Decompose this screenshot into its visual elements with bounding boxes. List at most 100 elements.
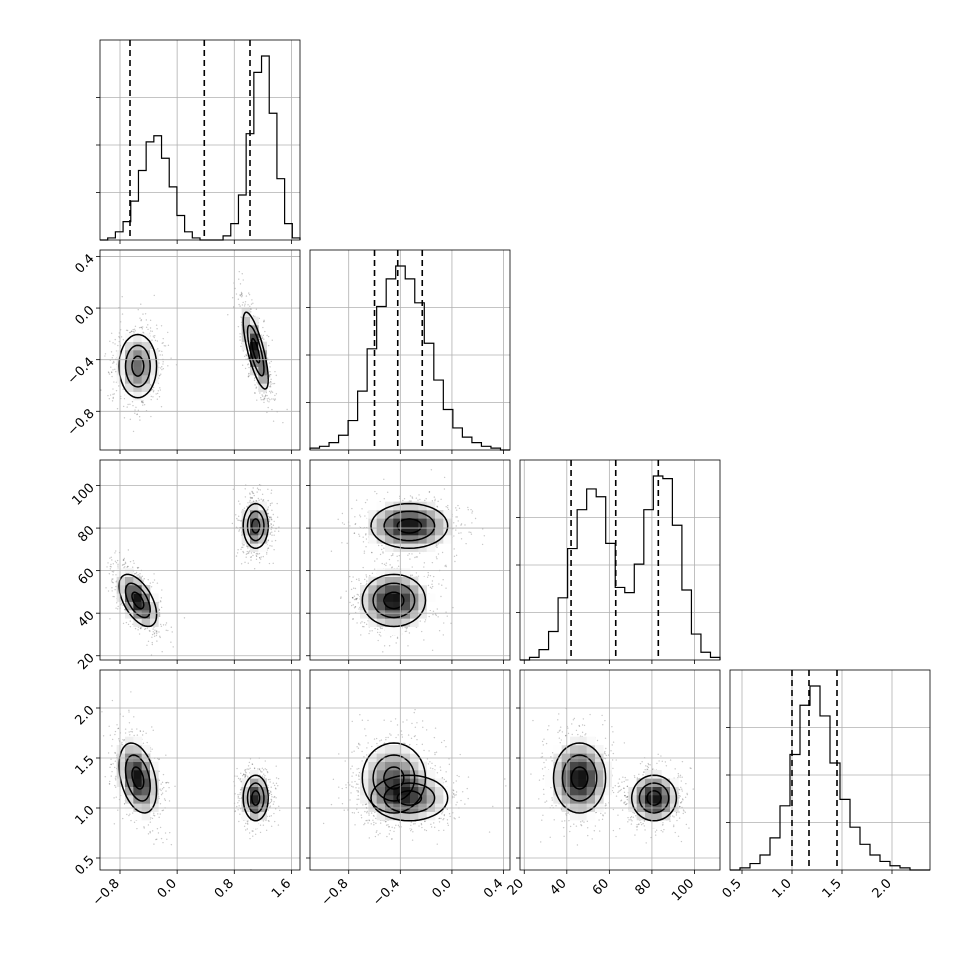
sample-point (266, 551, 268, 554)
sample-point (470, 533, 473, 535)
density-cell (385, 610, 394, 619)
sample-point (143, 578, 145, 580)
sample-point (418, 494, 420, 496)
sample-point (114, 343, 116, 345)
sample-point (255, 500, 258, 502)
sample-point (152, 729, 154, 732)
sample-point (381, 627, 383, 630)
sample-point (123, 563, 126, 566)
density-cell (141, 383, 151, 392)
sample-point (128, 814, 130, 817)
sample-point (238, 303, 240, 306)
sample-point (156, 398, 159, 400)
density-cell (393, 510, 402, 519)
density-cell (368, 518, 377, 527)
sample-point (141, 575, 144, 578)
sample-point (349, 601, 351, 604)
sample-point (431, 561, 434, 564)
sample-point (165, 629, 167, 632)
sample-point (110, 563, 112, 566)
sample-point (257, 553, 259, 555)
sample-point (160, 789, 162, 792)
sample-point (239, 305, 241, 307)
density-cell (418, 601, 427, 611)
histogram-step (520, 475, 721, 661)
sample-point (156, 582, 159, 584)
sample-point (162, 342, 164, 344)
sample-point (259, 557, 261, 559)
sample-point (267, 406, 269, 409)
contour-line (124, 344, 151, 388)
sample-point (150, 398, 152, 401)
sample-point (115, 585, 117, 588)
sample-point (359, 514, 361, 516)
sample-point (294, 587, 295, 588)
sample-point (109, 734, 112, 736)
sample-point (359, 622, 362, 624)
density-cell (410, 535, 419, 544)
sample-point (350, 588, 353, 591)
sample-point (405, 630, 408, 632)
density-cell (376, 518, 386, 527)
sample-point (115, 796, 117, 798)
sample-point (267, 508, 269, 510)
sample-point (244, 303, 246, 305)
sample-point (266, 400, 269, 402)
sample-point (112, 571, 114, 573)
sample-point (354, 516, 356, 518)
sample-point (373, 568, 376, 570)
sample-point (110, 332, 113, 335)
density-cell (393, 585, 402, 594)
sample-point (275, 393, 278, 395)
sample-point (269, 386, 272, 388)
sample-point (139, 317, 141, 319)
sample-point (114, 751, 116, 754)
sample-point (110, 556, 112, 559)
sample-point (136, 413, 138, 415)
sample-point (113, 360, 115, 363)
sample-point (158, 631, 160, 633)
density-cell (150, 610, 159, 619)
density-cell (133, 585, 142, 594)
density-cell (258, 366, 267, 376)
density-cell (241, 518, 251, 527)
sample-point (163, 786, 165, 789)
sample-point (271, 519, 273, 521)
sample-point (112, 342, 114, 344)
sample-point (354, 523, 357, 525)
sample-point (388, 558, 391, 561)
sample-point (235, 555, 238, 557)
density-cell (250, 341, 259, 351)
sample-point (264, 394, 267, 396)
sample-point (149, 330, 152, 332)
sample-point (470, 508, 472, 511)
sample-point (267, 515, 270, 518)
sample-point (268, 374, 270, 376)
density-cell (250, 526, 259, 536)
sample-point (115, 574, 117, 576)
sample-point (240, 293, 242, 296)
sample-point (345, 590, 347, 592)
sample-point (352, 618, 354, 621)
sample-point (371, 551, 373, 554)
sample-point (365, 576, 368, 578)
sample-point (386, 491, 389, 493)
density-cell (141, 618, 151, 627)
sample-point (110, 580, 113, 582)
sample-point (352, 587, 355, 589)
sample-point (125, 329, 128, 332)
sample-point (352, 576, 354, 578)
sample-point (133, 331, 135, 333)
sample-point (374, 627, 376, 630)
sample-point (361, 621, 363, 623)
sample-point (153, 294, 155, 297)
sample-point (453, 522, 455, 524)
sample-point (166, 781, 168, 784)
sample-point (455, 554, 458, 557)
sample-point (445, 611, 447, 613)
sample-point (371, 572, 374, 575)
sample-point (149, 327, 152, 329)
sample-point (112, 393, 114, 396)
sample-point (244, 488, 246, 490)
